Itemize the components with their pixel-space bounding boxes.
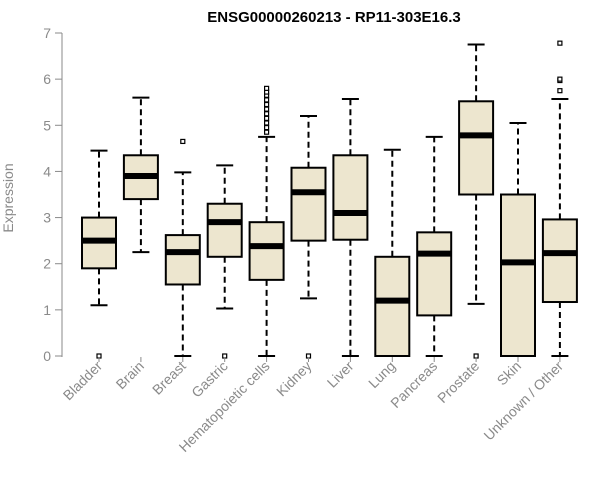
outlier-point [264, 120, 270, 126]
iqr-box [248, 221, 285, 281]
y-tick-label: 7 [43, 25, 51, 41]
x-tick-label: Brain [113, 358, 147, 392]
box-kidney [290, 115, 327, 359]
chart-title: ENSG00000260213 - RP11-303E16.3 [207, 9, 461, 26]
outlier-point [264, 85, 270, 91]
box-prostate [458, 43, 495, 359]
x-tick-label: Bladder [60, 358, 106, 404]
x-tick-label: Breast [149, 358, 189, 398]
iqr-box [458, 100, 495, 196]
outlier-point [264, 111, 270, 117]
y-tick-label: 6 [43, 71, 51, 87]
iqr-box [164, 234, 201, 286]
box-gastric [206, 164, 243, 359]
y-tick-label: 5 [43, 117, 51, 133]
x-tick-label: Prostate [434, 358, 482, 406]
outlier-point [264, 129, 270, 135]
x-tick-label: Pancreas [387, 358, 440, 411]
outlier-point [264, 115, 270, 121]
iqr-box [290, 166, 327, 242]
iqr-box [416, 231, 453, 317]
y-tick-label: 3 [43, 210, 51, 226]
outlier-point [557, 40, 563, 46]
box-pancreas [416, 135, 453, 357]
outlier-point [264, 124, 270, 131]
outlier-point [264, 106, 270, 112]
box-skin [500, 121, 536, 357]
box-brain [122, 96, 159, 254]
boxes-group [81, 40, 578, 359]
y-tick-label: 2 [43, 256, 51, 272]
x-tick-label: Skin [494, 358, 525, 389]
outlier-point [264, 97, 270, 103]
iqr-box [206, 202, 243, 258]
y-tick-label: 4 [43, 163, 51, 179]
outlier-point [557, 88, 563, 94]
box-lung [374, 148, 411, 357]
iqr-box [541, 218, 578, 304]
outlier-point [180, 138, 186, 145]
outlier-point [557, 76, 563, 82]
box-breast [164, 138, 201, 357]
box-hematopoietic-cells [248, 85, 285, 357]
iqr-box [332, 154, 369, 241]
y-tick-label: 0 [43, 348, 51, 364]
iqr-box [500, 193, 536, 357]
x-tick-label: Unknown / Other [480, 358, 566, 444]
iqr-box [374, 255, 411, 357]
outlier-point [264, 101, 270, 108]
y-axis-label: Expression [0, 163, 16, 232]
box-liver [332, 97, 369, 357]
x-tick-label: Kidney [273, 358, 315, 400]
y-axis-ticks: 0 1 2 3 4 5 6 7 [43, 25, 62, 364]
y-tick-label: 1 [43, 302, 51, 318]
box-unknown-other [541, 40, 578, 357]
box-bladder [81, 149, 117, 359]
x-tick-label: Lung [365, 358, 398, 391]
x-tick-label: Liver [324, 358, 357, 391]
